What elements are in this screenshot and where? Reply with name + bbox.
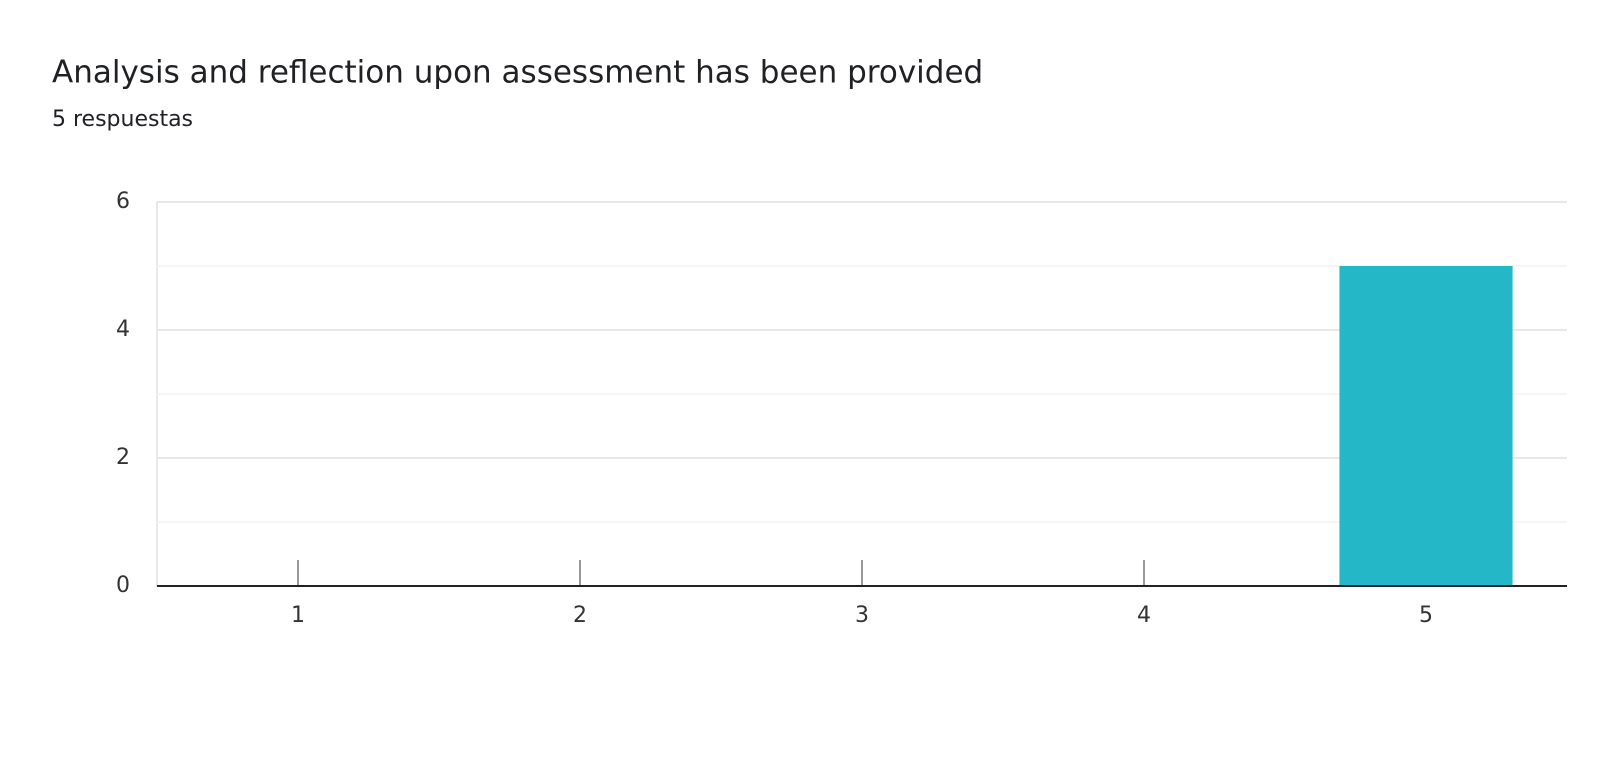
x-tick-label: 4 <box>1137 603 1151 628</box>
x-tick-label: 3 <box>855 603 869 628</box>
x-tick-label: 2 <box>573 603 587 628</box>
chart-subtitle: 5 respuestas <box>52 107 193 132</box>
y-tick-label: 0 <box>116 573 130 598</box>
y-tick-label: 4 <box>116 317 130 342</box>
y-tick-label: 6 <box>116 189 130 214</box>
x-tick-label: 1 <box>291 603 305 628</box>
x-tick-label: 5 <box>1419 603 1433 628</box>
y-tick-label: 2 <box>116 445 130 470</box>
chart-title: Analysis and reflection upon assessment … <box>52 55 983 91</box>
bar <box>1339 266 1513 586</box>
